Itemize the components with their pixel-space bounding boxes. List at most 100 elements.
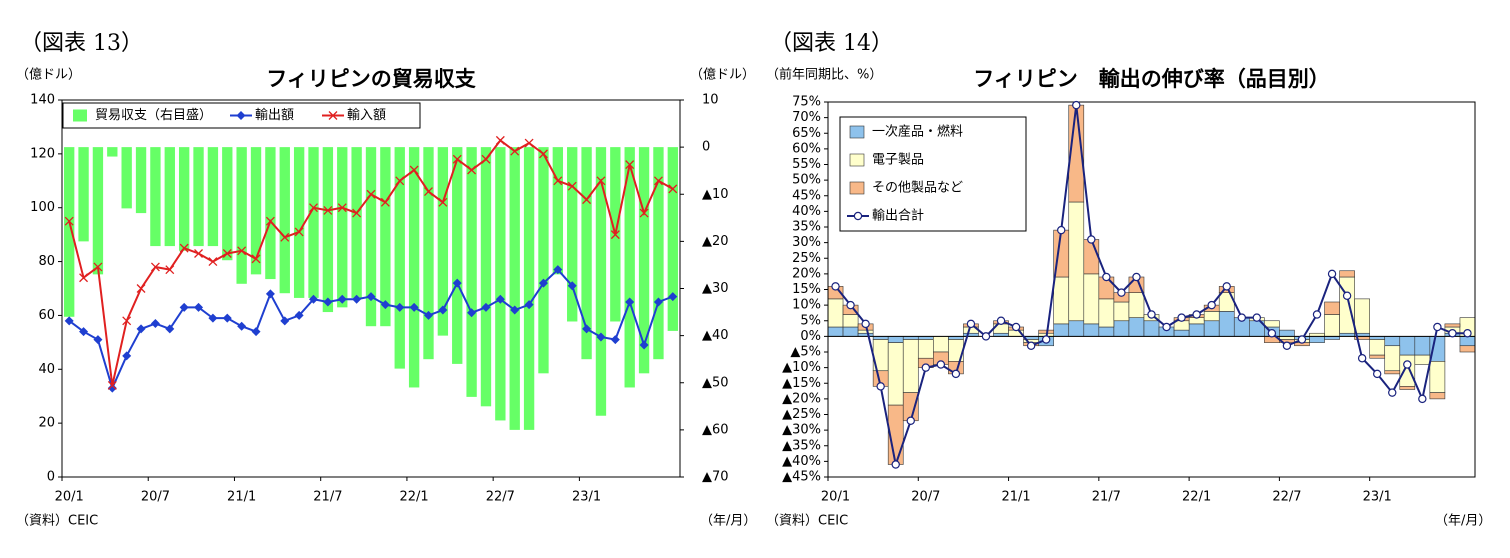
bar [452,147,463,364]
point [625,160,635,170]
point [653,297,663,307]
x-tick-label: 20/7 [141,490,170,505]
y2-tick-label: ▲40 [702,328,729,343]
bar [337,147,348,308]
point [438,197,448,207]
y-tick-label: 40% [792,204,821,219]
bar [365,147,377,327]
x-tick-label: 21/1 [1001,490,1030,505]
bar [1414,336,1431,356]
chart-title: フィリピンの貿易収支 [266,67,477,91]
bar [509,147,520,430]
y-tick-label: 0% [800,329,821,344]
point [639,340,649,350]
y-tick-label: ▲5% [790,345,821,360]
y-tick-label: 100 [30,200,55,215]
chart-title: フィリピン 輸出の伸び率（品目別） [973,67,1330,91]
bar [842,326,859,337]
y-tick-label: 30% [792,235,821,250]
point [966,319,976,329]
bar [1173,320,1190,331]
bar [222,147,233,261]
bar [581,147,592,360]
bar [1384,345,1401,372]
bar [1083,273,1100,325]
point [165,324,175,334]
y-tick-label: ▲15% [782,376,821,391]
bar [1459,345,1476,353]
point [1132,272,1141,282]
source: （資料）CEIC [766,514,848,529]
point [409,165,419,175]
point [524,300,534,310]
point [1463,329,1472,338]
point [366,189,376,199]
legend-label: その他製品など [872,181,963,196]
point [481,154,491,164]
bar [408,147,420,388]
point [179,243,189,253]
point [1327,269,1337,279]
point [452,154,462,164]
x-axis-label: （年/月） [700,514,756,529]
y-tick-label: ▲20% [782,391,821,406]
y-tick-label: 0 [47,470,55,485]
y-tick-label: ▲40% [782,454,821,469]
point [165,265,175,275]
point [150,319,160,329]
bar [279,147,290,294]
point [553,176,563,186]
bar [538,147,549,374]
bar [1399,354,1416,387]
bar [1369,339,1386,356]
point [194,249,203,258]
y-tick-label: 25% [792,251,821,266]
point [539,149,548,159]
legend-swatch [73,109,87,122]
point [1237,313,1246,322]
markers [831,100,1472,469]
point [596,176,606,186]
point [510,146,520,156]
x-tick-label: 20/1 [55,490,84,505]
bar [1339,276,1355,334]
bar [827,298,844,328]
bar [917,339,934,359]
x-tick-label: 21/1 [227,490,256,505]
point [194,302,204,312]
bar [1068,201,1085,322]
point [538,278,548,288]
bar [1444,323,1461,328]
bar [193,147,204,247]
x-tick-label: 21/7 [1092,490,1121,505]
point [236,111,246,120]
bar [902,392,919,422]
point [891,460,900,469]
bar [1173,329,1190,337]
point [510,305,520,315]
bar [466,147,477,397]
y-tick-label: 15% [792,282,821,297]
point [1372,369,1382,379]
point [1011,322,1021,332]
point [323,205,333,215]
bar [857,329,874,334]
y-tick-label: 80 [38,254,55,269]
bar [1203,320,1220,337]
point [1267,329,1277,338]
legend-label: 輸出額 [255,108,294,123]
y-tick-label: 75% [792,95,821,110]
point [294,227,304,237]
point [639,208,649,218]
y-tick-label: 40 [38,362,55,377]
point [596,332,606,342]
bar [1053,276,1070,325]
point [452,278,462,288]
point [936,360,946,369]
bar [437,147,449,336]
point [107,380,117,390]
bar [1188,323,1205,337]
point [1433,322,1442,332]
point [861,319,870,329]
